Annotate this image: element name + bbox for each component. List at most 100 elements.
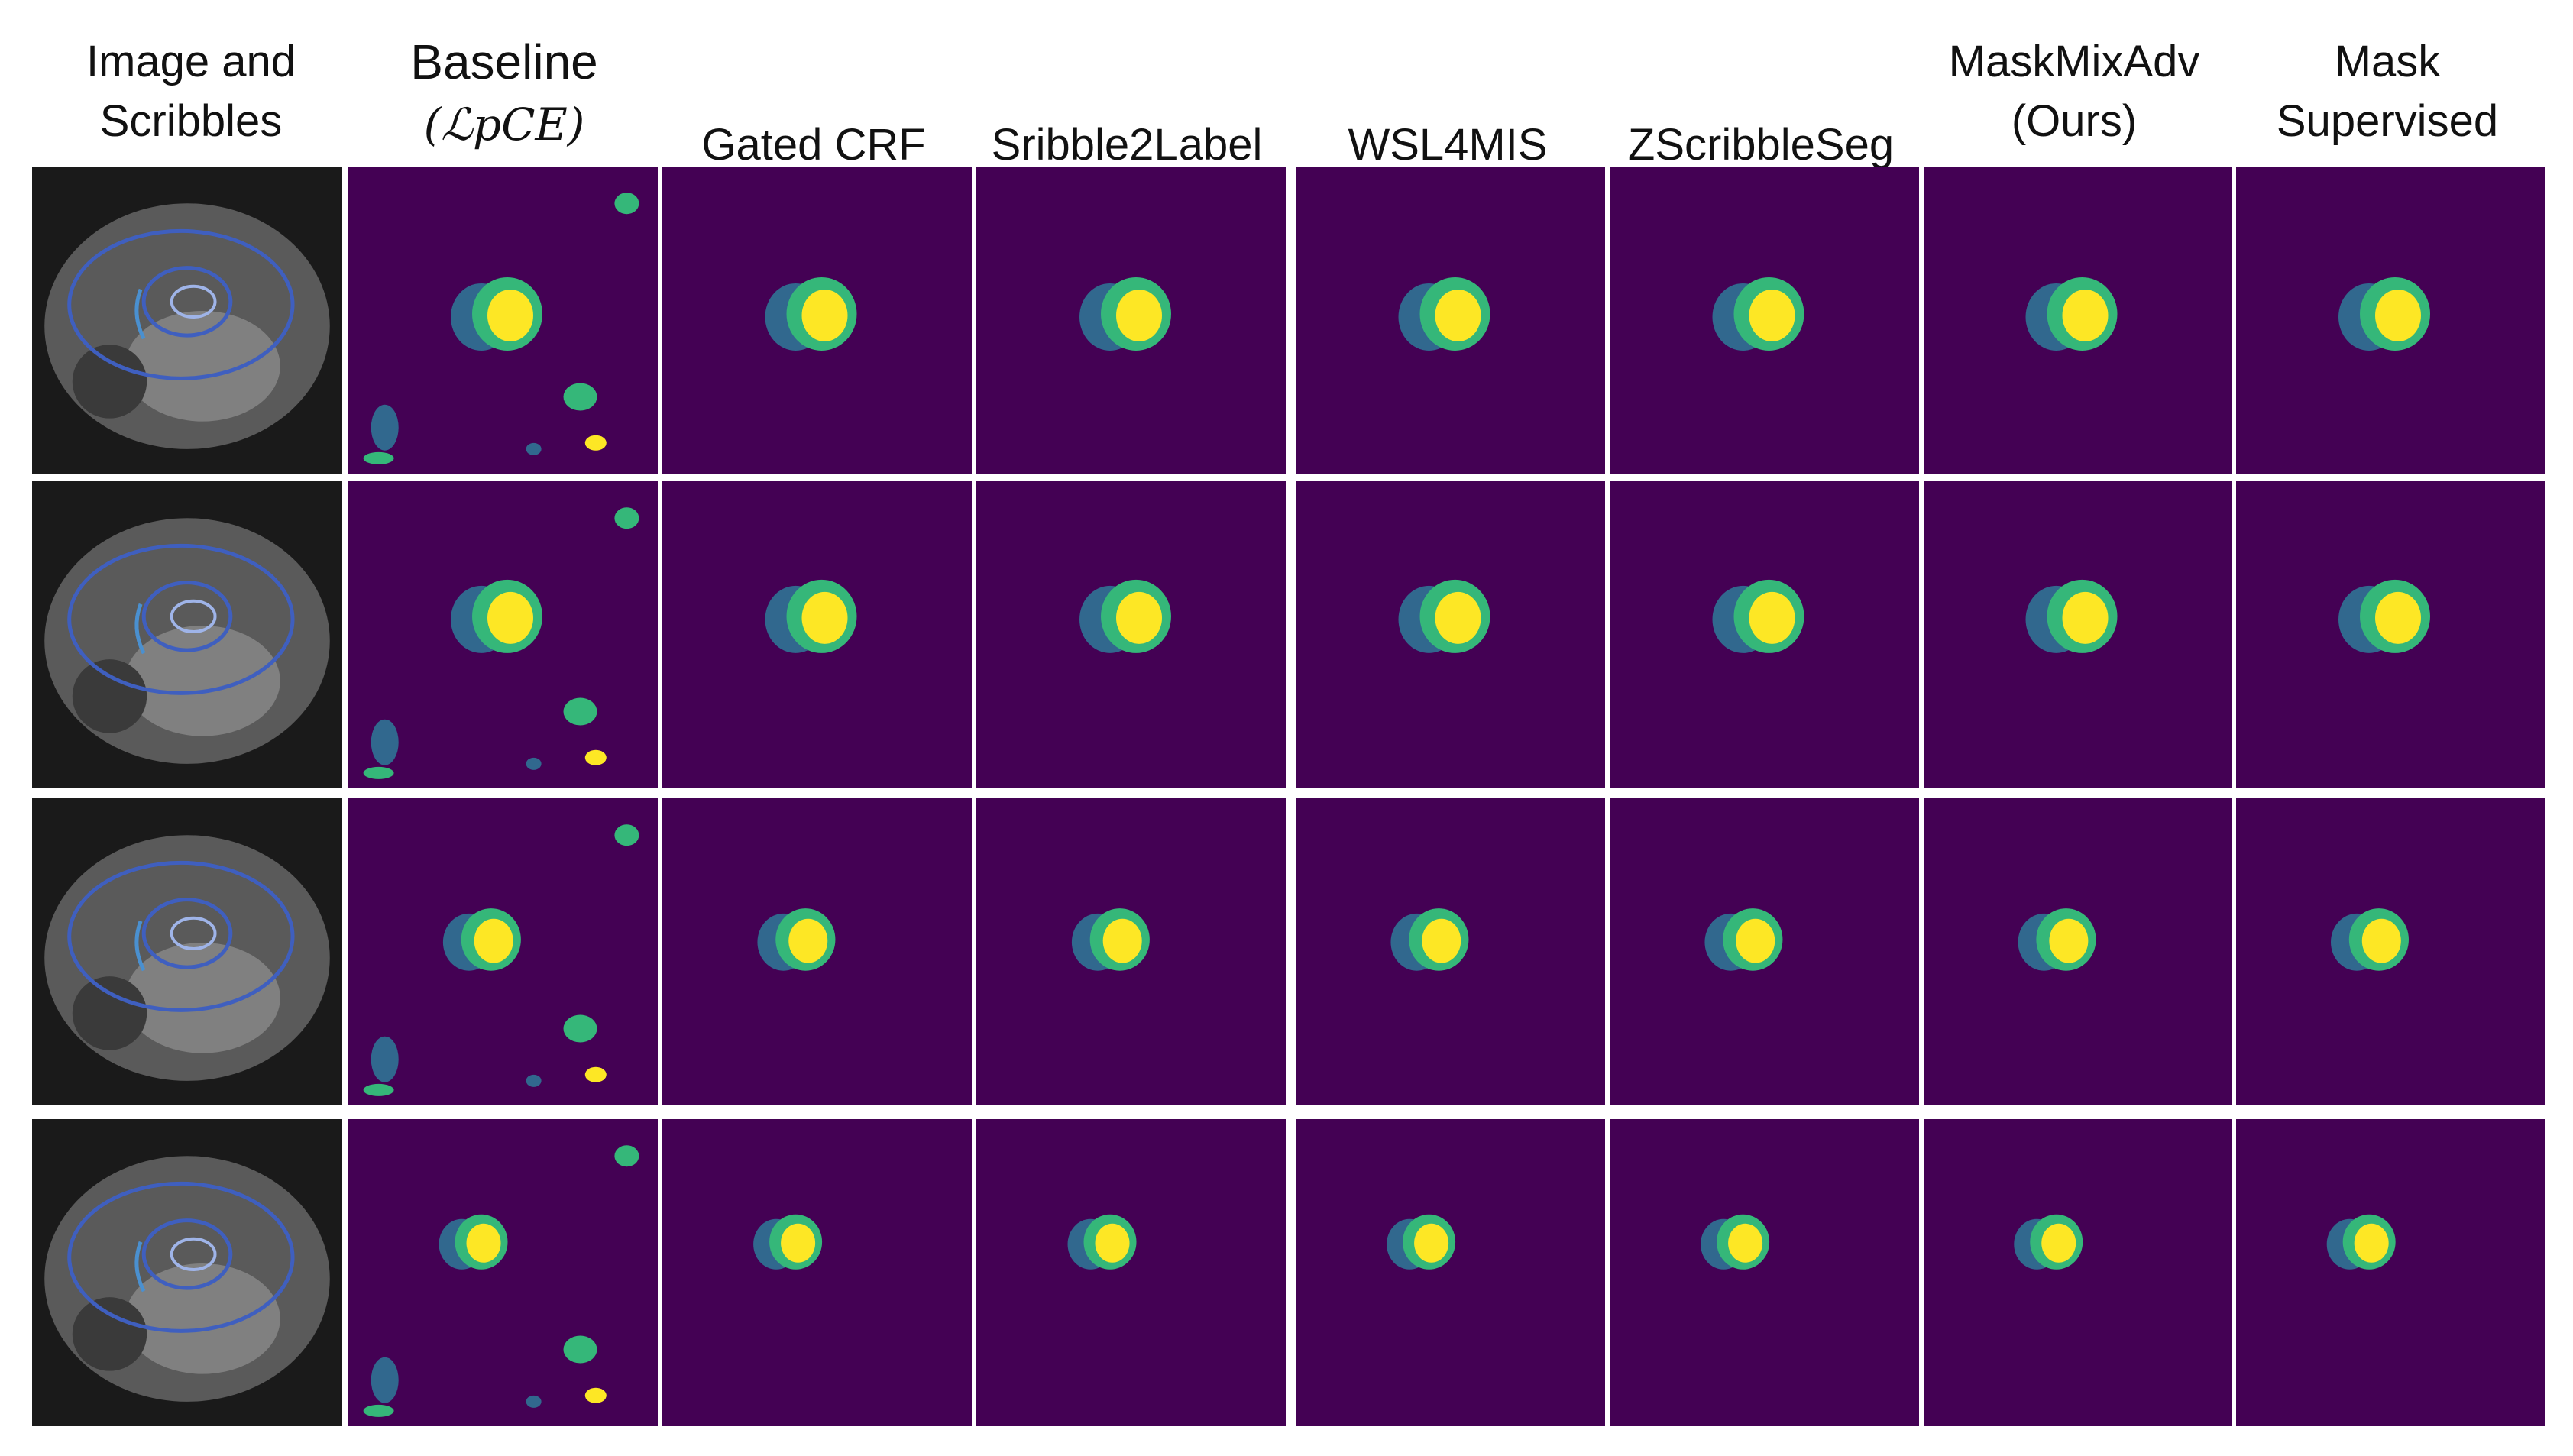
scribble-myocardium [141,1218,233,1290]
lv-region [487,591,533,644]
lv-region [801,289,848,341]
mri-organ [125,1263,280,1374]
panel-r4-c2 [348,1119,658,1426]
false-positive-region [584,435,607,451]
panel-r3-c6 [1610,798,1919,1105]
panel-r3-c8 [2236,798,2545,1105]
panel-r3-c7 [1924,798,2232,1105]
panel-r1-c6 [1610,167,1919,474]
panel-r1-c3 [662,167,972,474]
false-positive-region [371,719,399,765]
false-positive-region [526,1074,542,1087]
lv-region [2041,1223,2076,1263]
scribble-background [67,1181,295,1333]
false-positive-region [526,757,542,770]
lv-region [781,1223,816,1263]
false-positive-region [363,766,394,779]
lv-region [1422,918,1461,963]
panel-r2-c6 [1610,481,1919,788]
panel-r3-c4 [976,798,1286,1105]
segmentation-background [1296,1119,1605,1426]
false-positive-region [563,383,597,411]
segmentation-background [976,1119,1286,1426]
panel-r4-c7 [1924,1119,2232,1426]
false-positive-region [614,507,639,529]
false-positive-region [371,404,399,451]
lv-region [788,918,828,963]
header-gated-crf: Gated CRF [701,119,926,170]
mri-organ [125,942,280,1053]
scribble-myocardium [141,898,233,969]
panel-r2-c7 [1924,481,2232,788]
false-positive-region [363,451,394,464]
header-image-and-scribbles: Image and Scribbles [86,36,296,146]
mri-organ [72,1297,147,1371]
scribble-rv [134,1241,146,1293]
header-wsl4mis: WSL4MIS [1348,119,1548,170]
lv-region [1728,1223,1763,1263]
lv-region [487,289,533,341]
lv-region [1102,918,1142,963]
lv-region [1435,289,1481,341]
header-maskmixadv-ours: MaskMixAdv (Ours) [1948,36,2200,146]
false-positive-region [584,749,607,765]
panel-r3-c5 [1296,798,1605,1105]
lv-region [2375,591,2421,644]
mri-organ [72,976,147,1050]
lv-region [1736,918,1775,963]
panel-r4-c1 [32,1119,342,1426]
mri-organ [125,310,280,422]
false-positive-region [614,193,639,215]
panel-r4-c8 [2236,1119,2545,1426]
scribble-background [67,228,295,380]
scribble-myocardium [141,581,233,652]
lv-region [466,1223,501,1263]
lv-region [474,918,513,963]
panel-r1-c2 [348,167,658,474]
lv-region [1116,289,1162,341]
scribble-rv [134,603,146,655]
panel-r3-c3 [662,798,972,1105]
panel-r1-c1 [32,167,342,474]
lv-region [2062,591,2109,644]
scribble-rv [134,920,146,972]
scribble-lv [170,284,217,319]
panel-r4-c4 [976,1119,1286,1426]
lv-region [2049,918,2089,963]
false-positive-region [584,1066,607,1082]
false-positive-region [614,1145,639,1167]
header-zscribbleseg: ZScribbleSeg [1627,119,1895,170]
panel-r2-c8 [2236,481,2545,788]
segmentation-background [348,1119,658,1426]
panel-r3-c2 [348,798,658,1105]
panel-r1-c7 [1924,167,2232,474]
lv-region [2354,1223,2389,1263]
mri-organ [72,659,147,733]
false-positive-region [371,1036,399,1082]
segmentation-background [1924,1119,2232,1426]
panel-r1-c4 [976,167,1286,474]
panel-r3-c1 [32,798,342,1105]
false-positive-region [363,1404,394,1417]
false-positive-region [363,1083,394,1096]
false-positive-region [371,1357,399,1403]
false-positive-region [584,1387,607,1403]
panel-r2-c1 [32,481,342,788]
panel-r2-c4 [976,481,1286,788]
panel-r4-c6 [1610,1119,1919,1426]
lv-region [1095,1223,1130,1263]
segmentation-background [1610,1119,1919,1426]
lv-region [1749,591,1795,644]
mri-organ [72,345,147,419]
scribble-rv [134,288,146,340]
lv-region [2062,289,2109,341]
lv-region [801,591,848,644]
lv-region [1749,289,1795,341]
scribble-lv [170,599,217,633]
false-positive-region [563,1335,597,1364]
panel-r4-c3 [662,1119,972,1426]
panel-r2-c5 [1296,481,1605,788]
scribble-myocardium [141,266,233,338]
lv-region [1435,591,1481,644]
